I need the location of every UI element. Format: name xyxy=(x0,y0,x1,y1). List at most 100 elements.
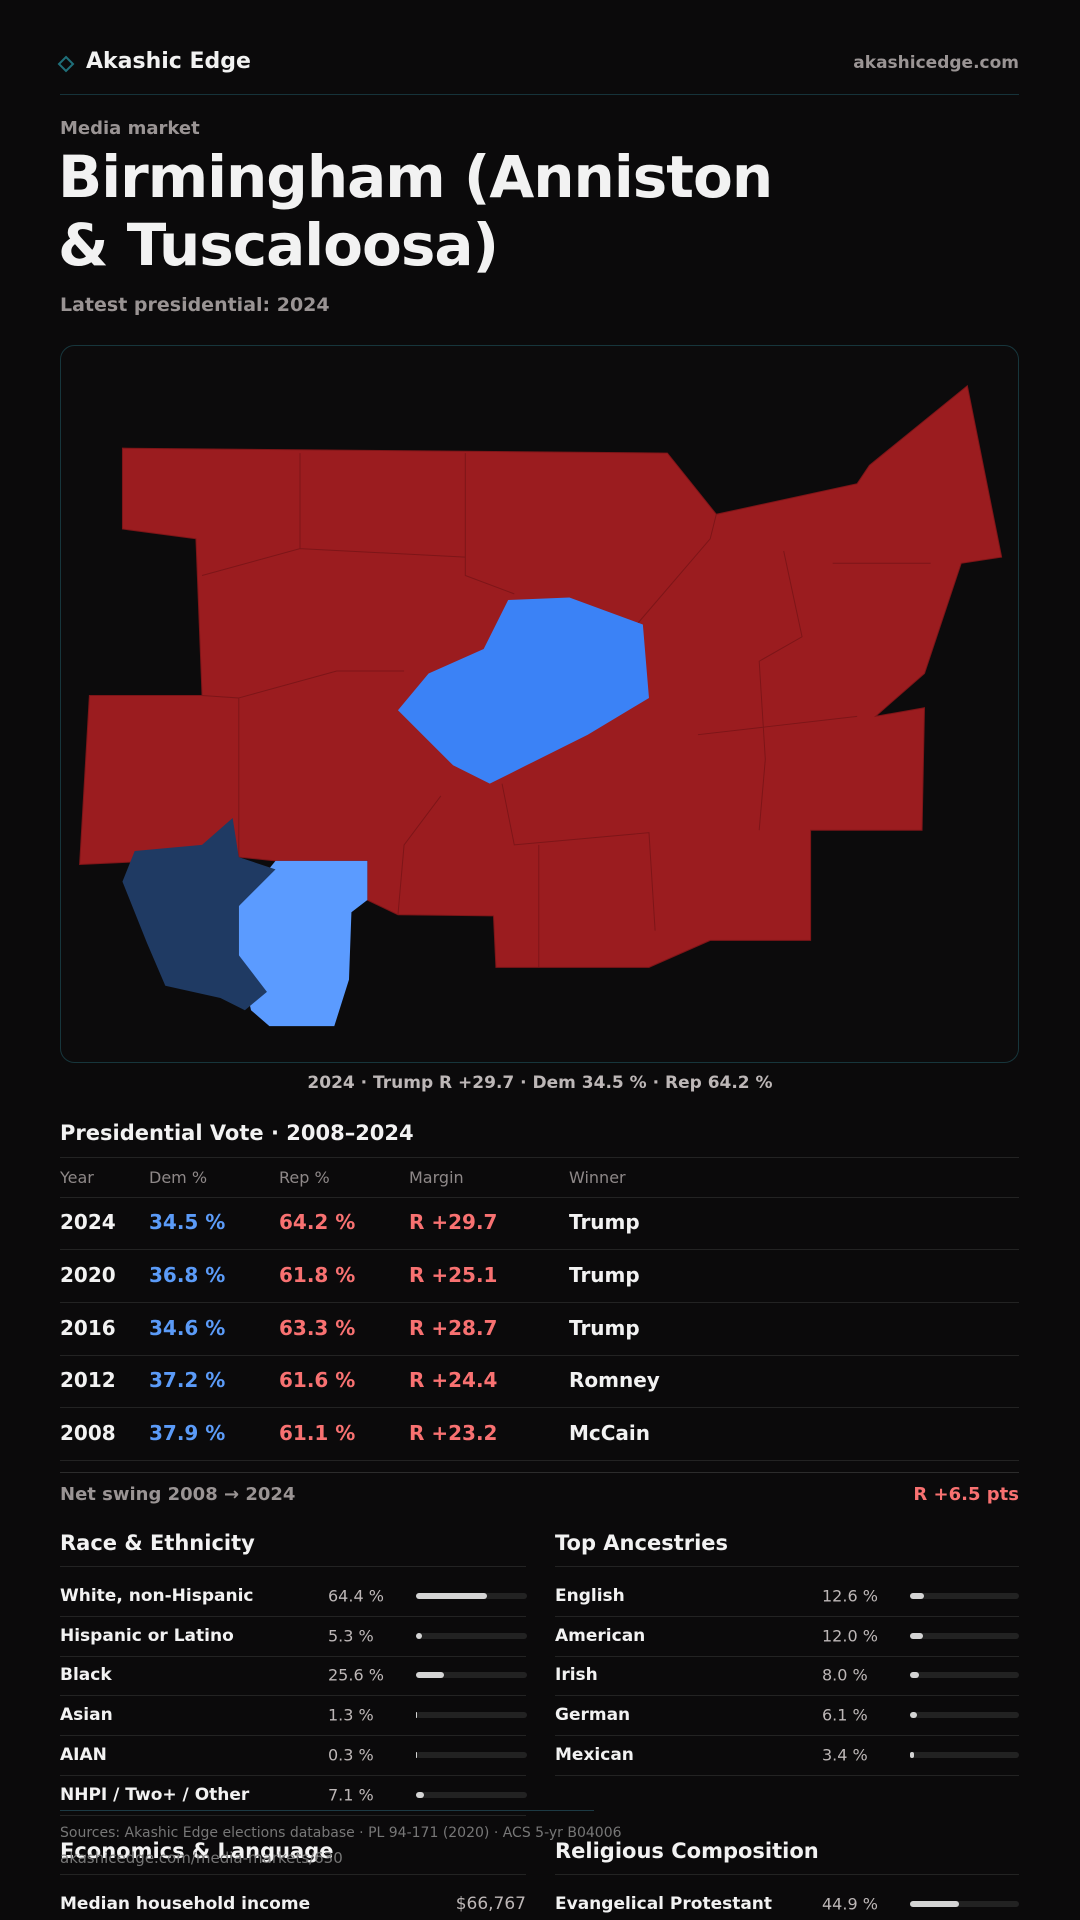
rule xyxy=(60,1197,1019,1198)
sources: Sources: Akashic Edge elections database… xyxy=(60,1825,622,1841)
table-cell: 61.1 % xyxy=(279,1421,356,1446)
bar xyxy=(416,1632,422,1639)
net-swing-label: Net swing 2008 → 2024 xyxy=(60,1484,296,1505)
bar-track xyxy=(910,1901,1019,1907)
site-link[interactable]: akashicedge.com xyxy=(853,53,1019,73)
rule xyxy=(555,1616,1019,1617)
rule xyxy=(60,1301,1019,1303)
table-cell: 2024 xyxy=(60,1210,116,1234)
bar xyxy=(910,1632,924,1639)
table-cell: 63.3 % xyxy=(279,1315,356,1340)
bar xyxy=(910,1672,919,1679)
table-cell: 2016 xyxy=(60,1315,116,1340)
row-value: $66,767 xyxy=(455,1894,526,1914)
row-label: German xyxy=(555,1705,631,1726)
rule xyxy=(555,1874,1019,1875)
rule xyxy=(555,1695,1019,1697)
bar xyxy=(910,1901,959,1907)
bar-track xyxy=(910,1632,1019,1639)
rule xyxy=(60,1566,526,1567)
row-value: 1.3 % xyxy=(328,1705,374,1725)
row-label: Evangelical Protestant xyxy=(555,1894,773,1914)
map xyxy=(60,345,1019,1063)
section-title: Economics & Language xyxy=(60,1839,334,1863)
table-cell: Romney xyxy=(569,1368,660,1393)
section-title: Race & Ethnicity xyxy=(60,1531,255,1555)
rule xyxy=(60,1735,526,1737)
rule xyxy=(555,1566,1019,1567)
row-label: English xyxy=(555,1586,625,1606)
row-value: 0.3 % xyxy=(328,1745,374,1765)
row-label: American xyxy=(555,1625,646,1646)
bar-track xyxy=(910,1712,1019,1719)
table-cell: 37.9 % xyxy=(149,1421,226,1446)
row-label: Median household income xyxy=(60,1894,311,1914)
table-cell: 2008 xyxy=(60,1421,116,1446)
row-value: 64.4 % xyxy=(328,1586,384,1606)
url[interactable]: akashicedge.com/media-markets/630 xyxy=(60,1849,343,1867)
rule xyxy=(60,1157,1019,1158)
row-label: Black xyxy=(60,1665,112,1686)
row-value: 12.0 % xyxy=(822,1626,878,1646)
table-cell: Trump xyxy=(569,1210,640,1234)
column-header: Rep % xyxy=(279,1168,330,1187)
bar-track xyxy=(416,1791,527,1798)
rule xyxy=(555,1735,1019,1737)
table-cell: R +25.1 xyxy=(409,1262,498,1287)
table-cell: 37.2 % xyxy=(149,1368,226,1393)
row-value: 12.6 % xyxy=(822,1586,878,1606)
table-cell: R +28.7 xyxy=(409,1315,498,1340)
table-cell: R +29.7 xyxy=(409,1210,498,1234)
rule xyxy=(60,1407,1019,1409)
county-dem[interactable] xyxy=(397,597,649,784)
row-label: AIAN xyxy=(60,1744,107,1765)
bar xyxy=(910,1712,917,1719)
row-label: Mexican xyxy=(555,1744,634,1765)
row-value: 7.1 % xyxy=(328,1785,374,1804)
table-cell: R +23.2 xyxy=(409,1421,498,1446)
eyebrow: Media market xyxy=(60,118,200,139)
row-label: NHPI / Two+ / Other xyxy=(60,1784,250,1805)
county-dem-light[interactable] xyxy=(238,860,368,1027)
net-swing-value: R +6.5 pts xyxy=(913,1484,1019,1505)
table-cell: 34.5 % xyxy=(149,1210,226,1234)
bar xyxy=(416,1672,445,1679)
page-title: Birmingham (Anniston & Tuscaloosa) xyxy=(58,143,773,279)
bar-track xyxy=(416,1712,527,1719)
row-label: Hispanic or Latino xyxy=(60,1625,234,1646)
bar xyxy=(416,1712,418,1719)
table-cell: 61.6 % xyxy=(279,1368,356,1393)
column-header: Year xyxy=(60,1168,94,1187)
header-rule xyxy=(60,94,1019,95)
row-value: 25.6 % xyxy=(328,1665,384,1685)
rule xyxy=(60,1460,1019,1462)
county-dem-dark[interactable] xyxy=(122,817,276,1011)
rule xyxy=(60,1814,526,1816)
bar-track xyxy=(910,1751,1019,1758)
table-cell: R +24.4 xyxy=(409,1368,498,1393)
table-cell: 64.2 % xyxy=(279,1210,356,1234)
bar-track xyxy=(416,1672,527,1679)
bar-track xyxy=(416,1751,527,1758)
section-title: Top Ancestries xyxy=(555,1531,729,1555)
rule xyxy=(555,1774,1019,1776)
rule xyxy=(60,1354,1019,1356)
bar-track xyxy=(416,1632,527,1639)
row-value: 5.3 % xyxy=(328,1626,374,1646)
table-cell: Trump xyxy=(569,1315,640,1340)
bar-track xyxy=(910,1672,1019,1679)
rule xyxy=(60,1616,526,1617)
section-title: Presidential Vote · 2008–2024 xyxy=(60,1121,414,1145)
brand[interactable]: Akashic Edge xyxy=(86,49,251,74)
bar-track xyxy=(910,1593,1019,1599)
table-cell: 34.6 % xyxy=(149,1315,226,1340)
row-value: 3.4 % xyxy=(822,1745,868,1765)
row-value: 44.9 % xyxy=(822,1894,878,1914)
row-label: Irish xyxy=(555,1665,598,1686)
map-caption: 2024 · Trump R +29.7 · Dem 34.5 % · Rep … xyxy=(307,1073,773,1093)
table-cell: 2020 xyxy=(60,1262,116,1287)
bar xyxy=(910,1751,914,1758)
rule xyxy=(60,1695,526,1697)
bar xyxy=(910,1593,924,1599)
